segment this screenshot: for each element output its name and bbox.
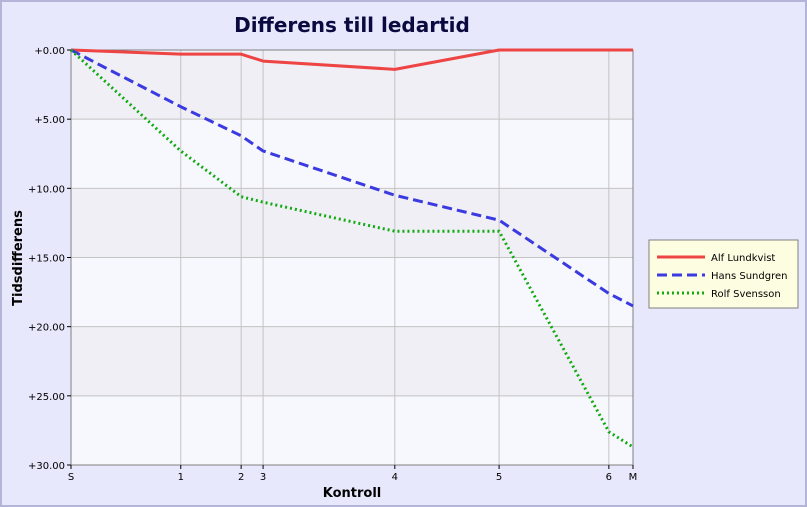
y-axis-label: Tidsdifferens bbox=[11, 210, 26, 306]
x-tick-label: S bbox=[68, 472, 74, 483]
legend-label: Alf Lundkvist bbox=[711, 253, 775, 264]
y-tick-label: +15.00 bbox=[28, 254, 65, 265]
x-tick-label: 5 bbox=[496, 472, 502, 483]
y-tick-label: +30.00 bbox=[28, 461, 65, 472]
x-tick-label: 1 bbox=[178, 472, 184, 483]
series-line bbox=[69, 48, 634, 449]
plot-band bbox=[71, 50, 633, 120]
axis-ticks: +0.00 +5.00 +10.00 +15.00 +20.00 +25.00 +30.00… bbox=[28, 46, 637, 483]
legend: Alf Lundkvist Hans Sundgren Rolf Svensson bbox=[648, 239, 799, 309]
legend-label: Rolf Svensson bbox=[711, 289, 781, 300]
y-tick-label: +20.00 bbox=[28, 323, 65, 334]
x-tick-label: 6 bbox=[606, 472, 612, 483]
x-tick-label: 4 bbox=[392, 472, 398, 483]
plot-area bbox=[70, 49, 634, 466]
x-tick-label: 2 bbox=[238, 472, 244, 483]
y-tick-label: +25.00 bbox=[28, 392, 65, 403]
x-tick-label: 3 bbox=[260, 472, 266, 483]
plot-band bbox=[71, 119, 633, 189]
chart-title: Differens till ledartid bbox=[234, 13, 470, 37]
plot-band bbox=[71, 188, 633, 258]
y-tick-label: +0.00 bbox=[34, 46, 65, 57]
series-line bbox=[70, 48, 633, 71]
plot-band bbox=[71, 395, 633, 465]
x-tick-label: M bbox=[629, 472, 638, 483]
legend-label: Hans Sundgren bbox=[711, 271, 787, 282]
y-tick-label: +5.00 bbox=[34, 115, 65, 126]
y-tick-label: +10.00 bbox=[28, 184, 65, 195]
x-axis-label: Kontroll bbox=[323, 486, 382, 501]
series-lines bbox=[69, 48, 634, 449]
series-line bbox=[70, 48, 634, 308]
plot-band bbox=[71, 257, 633, 327]
plot-band bbox=[71, 326, 633, 396]
